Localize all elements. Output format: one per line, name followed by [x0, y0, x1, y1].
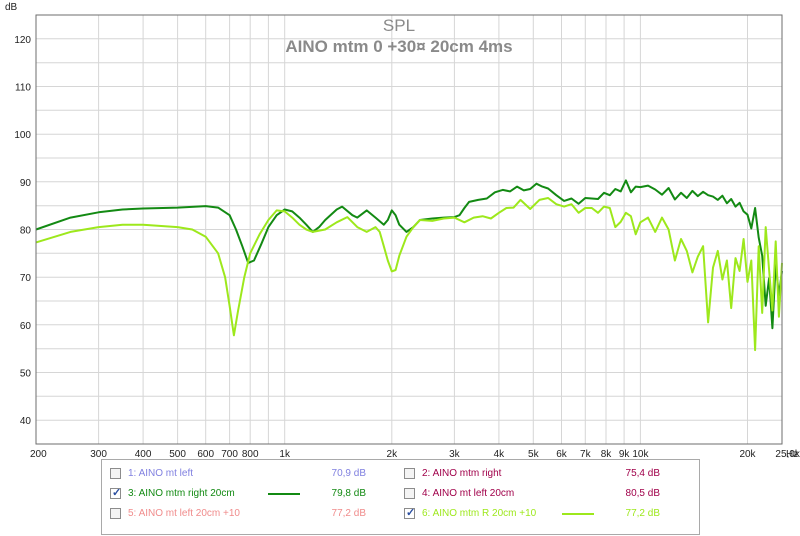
- legend-checkbox[interactable]: ✓: [404, 507, 416, 519]
- legend-entry: 5: AINO mt left 20cm +10 77,2 dB: [110, 505, 395, 525]
- y-tick-label: 120: [14, 35, 31, 46]
- x-tick-label: 7k: [580, 449, 592, 458]
- x-tick-label: 6k: [556, 449, 568, 458]
- legend-checkbox[interactable]: [110, 508, 121, 519]
- legend-name: 4: AINO mt left 20cm: [422, 488, 515, 499]
- legend-name: 2: AINO mtm right: [422, 468, 502, 479]
- x-tick-labels: 200 300 400 500 600 700 800 1k 2k 3k 4k 5k 6k 7k 8k 9k 1…: [30, 449, 800, 458]
- y-tick-label: 70: [20, 273, 32, 284]
- x-tick-label: 3k: [449, 449, 461, 458]
- x-tick-label: 8k: [601, 449, 613, 458]
- chart-title: SPL: [383, 16, 415, 35]
- x-tick-label: 300: [90, 449, 107, 458]
- legend-name: 5: AINO mt left 20cm +10: [128, 508, 240, 519]
- x-tick-label: 5k: [528, 449, 540, 458]
- legend-value: 70,9 dB: [331, 468, 366, 479]
- y-tick-label: 100: [14, 130, 31, 141]
- legend-entry: ✓ 6: AINO mtm R 20cm +10 77,2 dB: [404, 505, 689, 525]
- plot-area-frame: [35, 14, 783, 445]
- y-tick-label: 60: [20, 321, 32, 332]
- legend-value: 75,4 dB: [625, 468, 660, 479]
- x-tick-label: 4k: [494, 449, 506, 458]
- y-tick-label: 40: [20, 416, 32, 427]
- y-tick-label: 80: [20, 226, 32, 237]
- x-tick-label: 600: [197, 449, 214, 458]
- grid-lines: [36, 15, 782, 444]
- legend-checkbox[interactable]: [110, 468, 121, 479]
- legend-value: 77,2 dB: [625, 508, 660, 519]
- x-axis-unit: Hz: [786, 449, 798, 458]
- y-tick-labels: 40 50 60 70 80 90 100 110 120: [14, 35, 31, 427]
- legend-panel: 1: AINO mt left 70,9 dB 2: AINO mtm right 7…: [101, 459, 700, 535]
- legend-value: 77,2 dB: [331, 508, 366, 519]
- x-tick-label: 25,0k: [775, 449, 800, 458]
- checkmark-icon: ✓: [112, 487, 122, 499]
- y-tick-label: 50: [20, 369, 32, 380]
- legend-value: 80,5 dB: [625, 488, 660, 499]
- chart-subtitle: AINO mtm 0 +30¤ 20cm 4ms: [285, 37, 512, 56]
- y-axis-unit: dB: [5, 2, 18, 13]
- y-tick-label: 110: [15, 83, 31, 94]
- series-line-2: [35, 197, 783, 352]
- legend-checkbox[interactable]: ✓: [110, 487, 122, 499]
- spl-chart: 40 50 60 70 80 90 100 110 120 200 300 400 500 600 700…: [5, 2, 800, 458]
- legend-entry: 1: AINO mt left 70,9 dB: [110, 465, 395, 485]
- legend-line-swatch: [268, 493, 300, 495]
- legend-line-swatch: [562, 513, 594, 515]
- legend-name: 3: AINO mtm right 20cm: [128, 488, 235, 499]
- x-tick-label: 1k: [279, 449, 291, 458]
- series-group: [35, 179, 783, 352]
- x-tick-label: 2k: [387, 449, 399, 458]
- legend-name: 6: AINO mtm R 20cm +10: [422, 508, 537, 519]
- x-tick-label: 800: [242, 449, 259, 458]
- legend-entry: 4: AINO mt left 20cm 80,5 dB: [404, 485, 689, 505]
- series-line-1: [35, 179, 783, 330]
- checkmark-icon: ✓: [406, 507, 416, 519]
- x-tick-label: 200: [30, 449, 47, 458]
- legend-checkbox[interactable]: [404, 488, 415, 499]
- x-tick-label: 500: [169, 449, 186, 458]
- y-tick-label: 90: [20, 178, 32, 189]
- legend-name: 1: AINO mt left: [128, 468, 194, 479]
- x-tick-label: 700: [221, 449, 238, 458]
- legend-entry: ✓ 3: AINO mtm right 20cm 79,8 dB: [110, 485, 395, 505]
- x-tick-label: 10k: [632, 449, 649, 458]
- legend-entry: 2: AINO mtm right 75,4 dB: [404, 465, 689, 485]
- x-tick-label: 9k: [619, 449, 631, 458]
- legend-value: 79,8 dB: [331, 488, 366, 499]
- x-tick-label: 400: [135, 449, 152, 458]
- legend-checkbox[interactable]: [404, 468, 415, 479]
- x-tick-label: 20k: [739, 449, 756, 458]
